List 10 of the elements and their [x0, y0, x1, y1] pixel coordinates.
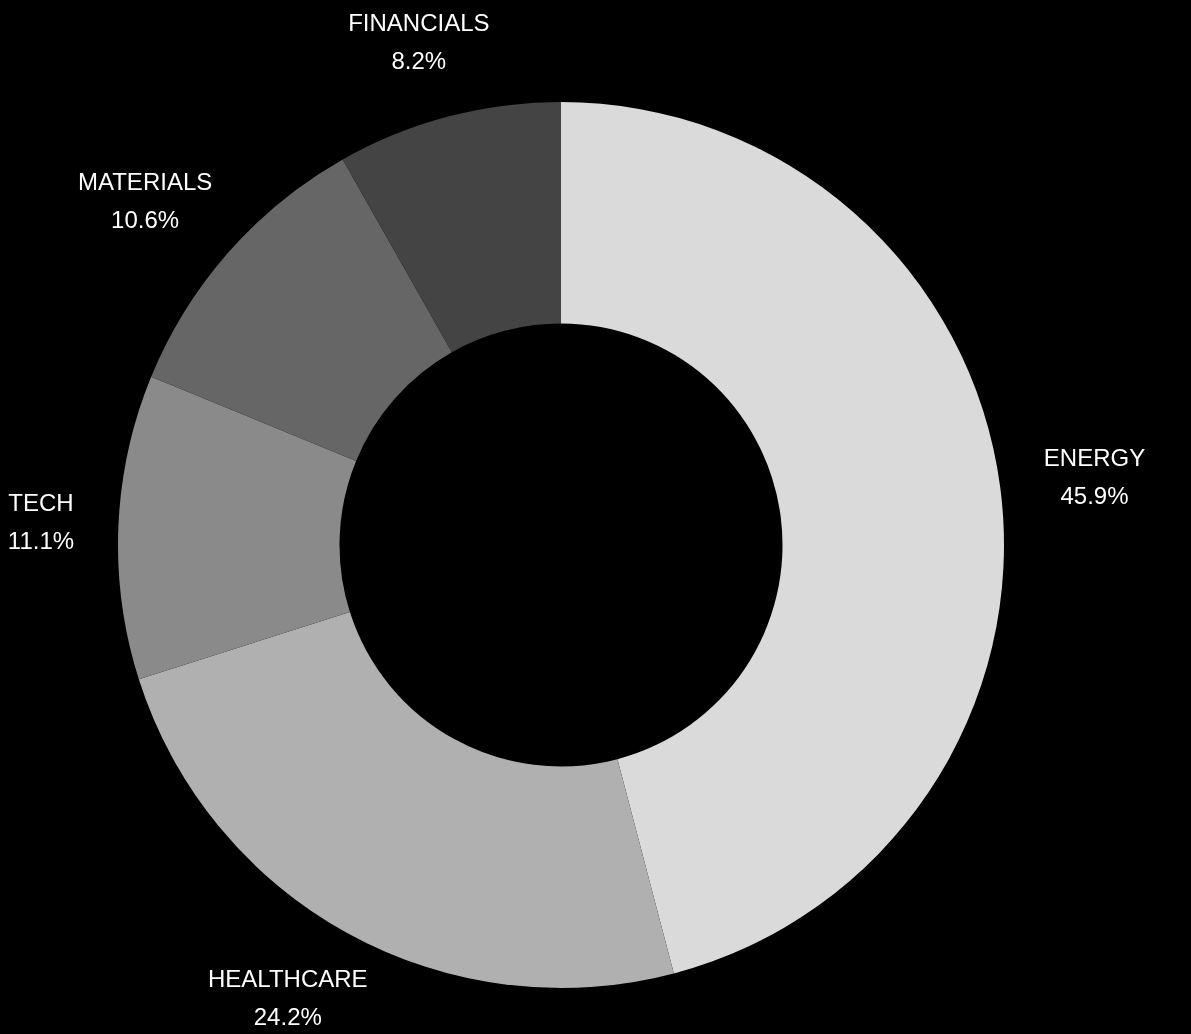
slice-label: ENERGY — [1043, 444, 1146, 472]
slice-label: FINANCIALS — [348, 9, 490, 37]
data-label: 10.6% — [111, 205, 180, 233]
data-label: 45.9% — [1060, 482, 1129, 510]
data-label: 24.2% — [253, 1002, 322, 1030]
data-label: 8.2% — [391, 47, 447, 75]
slice-label: HEALTHCARE — [208, 964, 368, 992]
slice-label: MATERIALS — [77, 167, 213, 195]
data-label: 11.1% — [7, 527, 75, 555]
slice-label: TECH — [8, 489, 74, 517]
